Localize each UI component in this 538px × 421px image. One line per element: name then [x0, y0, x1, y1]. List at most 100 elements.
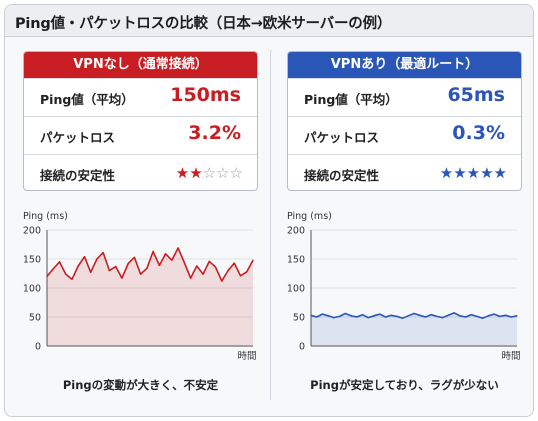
ping-row: Ping値（平均） 150ms [24, 78, 257, 116]
data-point [121, 277, 123, 279]
star-filled-icon: ★ [466, 164, 481, 182]
data-point [165, 253, 167, 255]
y-tick-label: 0 [35, 342, 41, 353]
data-point [158, 264, 160, 266]
data-point [505, 314, 507, 316]
data-point [190, 277, 192, 279]
title-bar: Ping値・パケットロスの比較（日本→欧米サーバーの例） [5, 5, 533, 37]
data-point [140, 273, 142, 275]
data-point [227, 270, 229, 272]
data-point [379, 313, 381, 315]
data-point [127, 263, 129, 265]
data-point [367, 317, 369, 319]
data-point [146, 267, 148, 269]
stability-row: 接続の安定性 ★★★★★ [288, 154, 521, 190]
data-point [516, 315, 518, 317]
y-tick-label: 50 [29, 313, 41, 324]
y-tick-label: 0 [299, 342, 305, 353]
data-point [196, 265, 198, 267]
star-filled-icon: ★ [189, 164, 203, 182]
star-filled-icon: ★ [175, 164, 190, 182]
data-point [442, 317, 444, 319]
y-tick-label: 200 [23, 226, 41, 237]
star-filled-icon: ★ [453, 164, 467, 182]
packet-loss-row: パケットロス 3.2% [24, 116, 257, 154]
data-point [133, 256, 135, 258]
data-point [436, 315, 438, 317]
data-point [46, 275, 48, 277]
ping-value: 150ms [170, 84, 241, 106]
data-point [52, 268, 54, 270]
series-area [47, 248, 253, 346]
data-point [83, 256, 86, 258]
data-point [183, 261, 185, 264]
data-point [239, 275, 242, 277]
ping-chart-vpn-off: Ping (ms) 0 50 100 150 200 時間 [13, 206, 268, 361]
y-tick-label: 150 [23, 255, 41, 266]
y-tick-label: 150 [287, 255, 305, 266]
data-point [316, 316, 318, 318]
star-empty-icon: ☆ [229, 164, 243, 182]
star-empty-icon: ☆ [216, 164, 230, 182]
star-filled-icon: ★ [493, 164, 507, 182]
data-point [493, 313, 495, 315]
data-point [96, 258, 98, 260]
y-tick-label: 50 [293, 313, 305, 324]
data-point [424, 316, 426, 318]
data-point [208, 260, 210, 262]
vpn-off-caption: Pingの変動が大きく、不安定 [62, 378, 219, 392]
ping-value: 65ms [447, 84, 505, 106]
y-tick-label: 100 [287, 284, 305, 295]
stability-label: 接続の安定性 [304, 168, 380, 183]
data-point [58, 261, 61, 263]
data-point [177, 247, 179, 249]
data-point [430, 314, 432, 316]
data-point [202, 273, 204, 275]
ping-chart-svg: Ping (ms) 0 50 100 150 200 時間 [287, 211, 521, 361]
x-axis-label: 時間 [501, 351, 520, 361]
ping-row: Ping値（平均） 65ms [288, 78, 521, 116]
data-point [390, 314, 392, 316]
data-point [402, 317, 404, 319]
star-filled-icon: ★ [439, 164, 454, 182]
stability-rating: ★★★★★ [440, 164, 507, 182]
data-point [152, 250, 154, 253]
data-point [246, 271, 248, 273]
data-point [396, 315, 398, 317]
series-area [311, 312, 517, 346]
data-point [339, 315, 341, 317]
data-point [115, 265, 117, 268]
y-axis-label: Ping (ms) [23, 211, 68, 222]
data-point [419, 314, 421, 316]
y-tick-label: 200 [287, 226, 305, 237]
packet-loss-label: パケットロス [304, 130, 380, 145]
data-point [384, 316, 386, 318]
data-point [413, 312, 415, 315]
data-point [171, 259, 173, 261]
comparison-panel: Ping値・パケットロスの比較（日本→欧米サーバーの例） VPNなし（通常接続）… [4, 4, 534, 417]
data-point [447, 314, 449, 316]
vpn-on-card: VPNあり（最適ルート） Ping値（平均） 65ms パケットロス 0.3% … [287, 51, 522, 191]
data-point [499, 315, 501, 317]
data-point [487, 315, 489, 317]
stability-label: 接続の安定性 [40, 168, 116, 183]
data-point [221, 280, 223, 282]
y-axis-label: Ping (ms) [287, 211, 332, 222]
data-point [71, 278, 73, 280]
vpn-off-header: VPNなし（通常接続） [24, 52, 257, 78]
stability-rating: ★★☆☆☆ [176, 164, 243, 182]
data-point [65, 273, 67, 275]
vpn-off-card: VPNなし（通常接続） Ping値（平均） 150ms パケットロス 3.2% … [23, 51, 258, 191]
vpn-on-caption: Pingが安定しており、ラグが少ない [310, 378, 499, 392]
packet-loss-row: パケットロス 0.3% [288, 116, 521, 154]
data-point [510, 316, 512, 318]
data-point [476, 315, 478, 317]
x-axis-label: 時間 [237, 351, 256, 361]
data-point [344, 312, 346, 315]
data-point [321, 313, 323, 315]
vpn-off-column: VPNなし（通常接続） Ping値（平均） 150ms パケットロス 3.2% … [13, 43, 268, 405]
vpn-on-header: VPNあり（最適ルート） [288, 52, 521, 78]
star-empty-icon: ☆ [202, 164, 217, 182]
column-divider [270, 50, 271, 400]
data-point [470, 314, 472, 316]
